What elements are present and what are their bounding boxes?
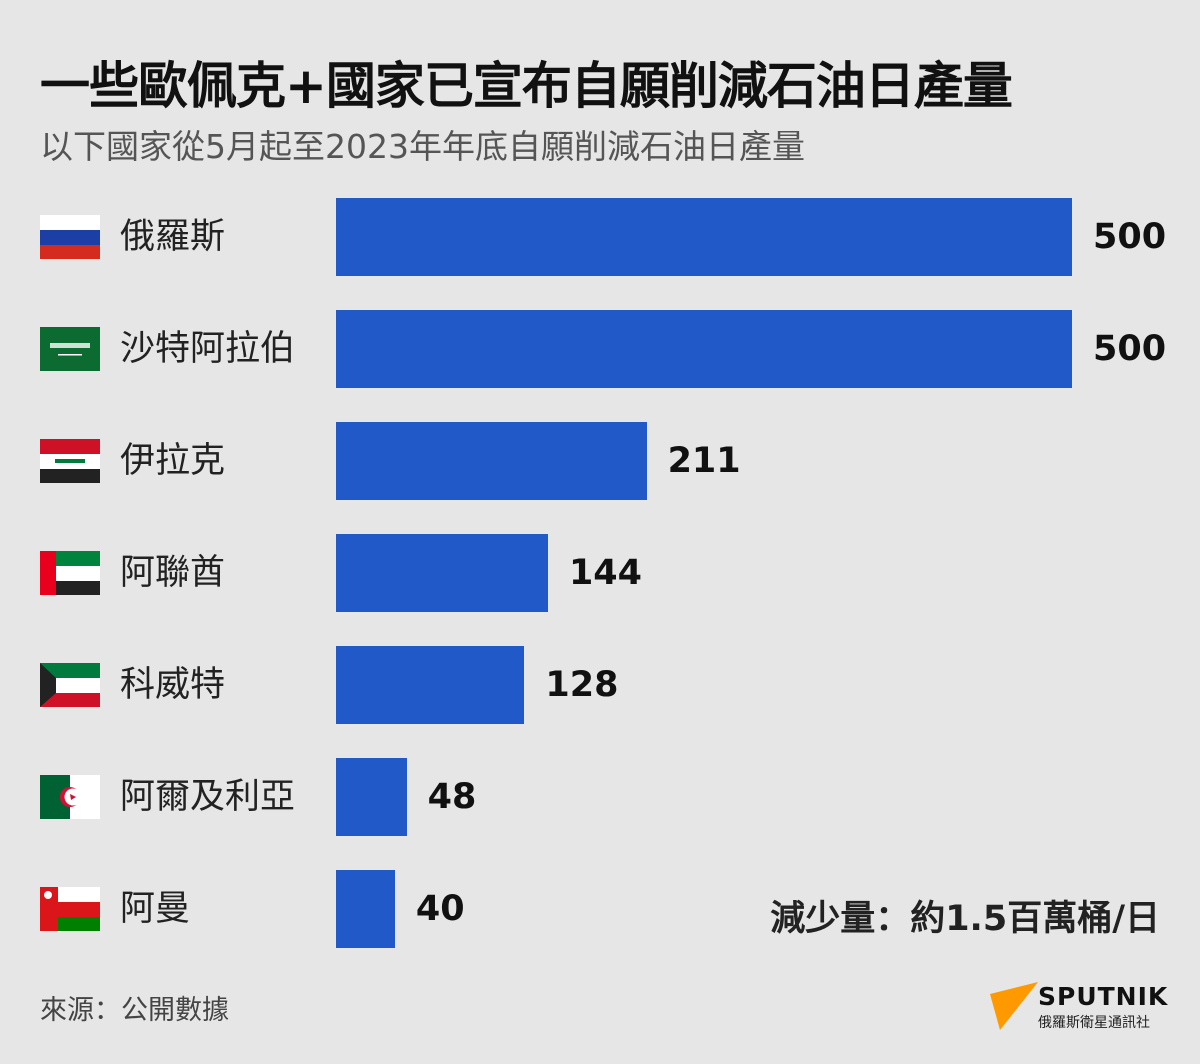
category-label: 阿聯酋: [120, 553, 226, 593]
logo-word: SPUTNIK: [1038, 982, 1169, 1011]
category-label: 阿曼: [120, 889, 191, 929]
data-label: 48: [427, 777, 477, 817]
kuwait-flag: [40, 663, 100, 707]
category-label: 伊拉克: [120, 441, 226, 481]
iraq-flag: [40, 439, 100, 483]
data-label: 144: [568, 553, 643, 593]
bar: [336, 422, 647, 500]
bar: [336, 310, 1072, 388]
total-reduction: 減少量：約1.5百萬桶/日: [770, 899, 1160, 939]
data-label: 128: [545, 665, 619, 705]
algeria-flag: [40, 775, 100, 819]
bar: [336, 198, 1072, 276]
source-note: 來源：公開數據: [40, 995, 229, 1026]
uae-flag: [40, 551, 100, 595]
bar: [336, 534, 548, 612]
data-label: 500: [1093, 217, 1167, 257]
sputnik-wing-icon: [990, 982, 1038, 1030]
bar: [336, 646, 525, 724]
category-label: 科威特: [120, 665, 226, 705]
data-label: 211: [667, 441, 741, 481]
sputnik-logo: SPUTNIK 俄羅斯衛星通訊社: [988, 982, 1168, 1042]
saudi-arabia-flag: [40, 327, 100, 371]
category-label: 阿爾及利亞: [120, 777, 296, 817]
logo-subtitle: 俄羅斯衛星通訊社: [1038, 1015, 1150, 1031]
russia-flag: [40, 215, 100, 259]
oman-flag: [40, 887, 100, 931]
chart-subtitle: 以下國家從5月起至2023年年底自願削減石油日產量: [40, 127, 805, 166]
bar: [336, 758, 407, 836]
chart-title: 一些歐佩克+國家已宣布自願削減石油日產量: [40, 57, 1013, 115]
category-label: 俄羅斯: [120, 217, 226, 257]
data-label: 500: [1093, 329, 1167, 369]
data-label: 40: [415, 889, 465, 929]
category-label: 沙特阿拉伯: [120, 329, 296, 369]
bar: [336, 870, 395, 948]
